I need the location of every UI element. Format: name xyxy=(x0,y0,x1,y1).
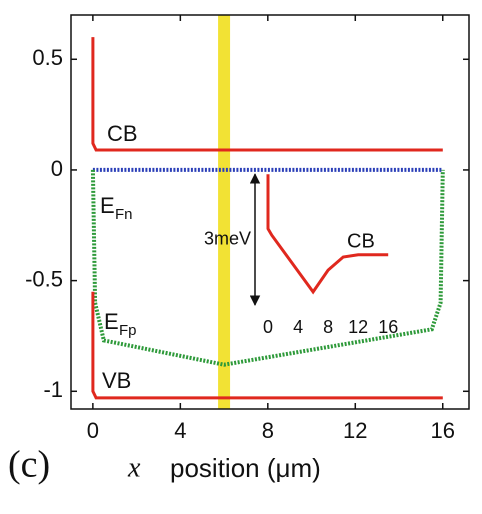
series-annotation: E xyxy=(104,309,119,334)
x-tick-label: 4 xyxy=(174,418,186,443)
series-annotation: CB xyxy=(107,121,138,146)
y-tick-label: 0.5 xyxy=(32,45,63,70)
x-tick-label: 0 xyxy=(87,418,99,443)
plot-frame xyxy=(70,14,470,410)
x-tick-label: 12 xyxy=(343,418,367,443)
series-label: CB xyxy=(347,230,375,252)
series-line xyxy=(91,37,443,152)
span-label: 3meV xyxy=(204,228,251,248)
y-tick-label: 0 xyxy=(51,156,63,181)
x-tick-label: 16 xyxy=(378,317,398,337)
highlight-band xyxy=(218,15,231,409)
series-annotation: VB xyxy=(102,368,131,393)
y-tick-label: -1 xyxy=(43,377,63,402)
x-tick-label: 4 xyxy=(293,317,303,337)
y-tick-label: -0.5 xyxy=(25,266,63,291)
x-label: position (μm) xyxy=(170,453,321,483)
series-line xyxy=(90,169,445,367)
series-annotation: E xyxy=(100,193,115,218)
series-annotation-sub: Fp xyxy=(119,322,137,339)
series-line xyxy=(266,174,389,295)
x-tick-label: 8 xyxy=(262,418,274,443)
x-tick-label: 16 xyxy=(431,418,455,443)
series-annotation-sub: Fn xyxy=(115,206,133,223)
x-tick-label: 0 xyxy=(263,317,273,337)
panel-label: (c) xyxy=(8,444,50,486)
x-tick-label: 12 xyxy=(348,317,368,337)
x-tick-label: 8 xyxy=(323,317,333,337)
x-label-var: x xyxy=(127,452,141,483)
series-line xyxy=(91,291,443,400)
